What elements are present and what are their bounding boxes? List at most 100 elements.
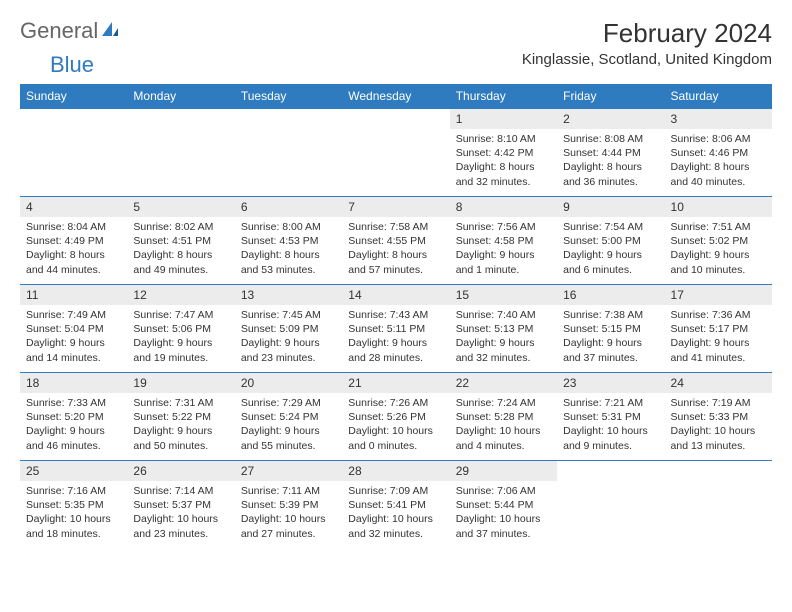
day-details: Sunrise: 7:26 AMSunset: 5:26 PMDaylight:… [342,393,449,457]
day-details: Sunrise: 7:36 AMSunset: 5:17 PMDaylight:… [665,305,772,369]
day-details: Sunrise: 7:56 AMSunset: 4:58 PMDaylight:… [450,217,557,281]
day-number: 15 [450,285,557,305]
day-details: Sunrise: 7:33 AMSunset: 5:20 PMDaylight:… [20,393,127,457]
month-title: February 2024 [522,18,772,49]
day-number: 29 [450,461,557,481]
day-number: 22 [450,373,557,393]
calendar-day-cell [342,109,449,197]
logo: General [20,18,121,44]
calendar-day-cell: 6Sunrise: 8:00 AMSunset: 4:53 PMDaylight… [235,197,342,285]
day-number: 17 [665,285,772,305]
day-details: Sunrise: 8:10 AMSunset: 4:42 PMDaylight:… [450,129,557,193]
calendar-week-row: 1Sunrise: 8:10 AMSunset: 4:42 PMDaylight… [20,109,772,197]
day-details: Sunrise: 7:09 AMSunset: 5:41 PMDaylight:… [342,481,449,545]
calendar-day-cell: 23Sunrise: 7:21 AMSunset: 5:31 PMDayligh… [557,373,664,461]
day-number: 20 [235,373,342,393]
day-details: Sunrise: 7:06 AMSunset: 5:44 PMDaylight:… [450,481,557,545]
calendar-day-cell: 27Sunrise: 7:11 AMSunset: 5:39 PMDayligh… [235,461,342,545]
day-details: Sunrise: 8:08 AMSunset: 4:44 PMDaylight:… [557,129,664,193]
day-number: 7 [342,197,449,217]
day-number: 10 [665,197,772,217]
day-number: 23 [557,373,664,393]
day-number: 13 [235,285,342,305]
calendar-day-cell: 20Sunrise: 7:29 AMSunset: 5:24 PMDayligh… [235,373,342,461]
calendar-day-cell: 19Sunrise: 7:31 AMSunset: 5:22 PMDayligh… [127,373,234,461]
day-details: Sunrise: 7:45 AMSunset: 5:09 PMDaylight:… [235,305,342,369]
logo-text-blue-wrap: Blue [50,52,792,78]
day-number: 11 [20,285,127,305]
day-details: Sunrise: 7:38 AMSunset: 5:15 PMDaylight:… [557,305,664,369]
day-header: Wednesday [342,84,449,109]
calendar-day-cell: 25Sunrise: 7:16 AMSunset: 5:35 PMDayligh… [20,461,127,545]
calendar-week-row: 4Sunrise: 8:04 AMSunset: 4:49 PMDaylight… [20,197,772,285]
day-number: 8 [450,197,557,217]
calendar-day-cell: 1Sunrise: 8:10 AMSunset: 4:42 PMDaylight… [450,109,557,197]
day-details: Sunrise: 7:29 AMSunset: 5:24 PMDaylight:… [235,393,342,457]
calendar-day-cell: 5Sunrise: 8:02 AMSunset: 4:51 PMDaylight… [127,197,234,285]
day-details: Sunrise: 8:04 AMSunset: 4:49 PMDaylight:… [20,217,127,281]
day-number: 12 [127,285,234,305]
calendar-day-cell: 12Sunrise: 7:47 AMSunset: 5:06 PMDayligh… [127,285,234,373]
day-number: 5 [127,197,234,217]
calendar-day-cell [127,109,234,197]
day-number: 14 [342,285,449,305]
calendar-day-cell: 22Sunrise: 7:24 AMSunset: 5:28 PMDayligh… [450,373,557,461]
calendar-day-cell: 10Sunrise: 7:51 AMSunset: 5:02 PMDayligh… [665,197,772,285]
calendar-day-cell: 17Sunrise: 7:36 AMSunset: 5:17 PMDayligh… [665,285,772,373]
calendar-day-cell: 15Sunrise: 7:40 AMSunset: 5:13 PMDayligh… [450,285,557,373]
calendar-header-row: SundayMondayTuesdayWednesdayThursdayFrid… [20,84,772,109]
calendar-day-cell [235,109,342,197]
day-details: Sunrise: 7:54 AMSunset: 5:00 PMDaylight:… [557,217,664,281]
calendar-day-cell [557,461,664,545]
calendar-day-cell: 9Sunrise: 7:54 AMSunset: 5:00 PMDaylight… [557,197,664,285]
calendar-day-cell: 3Sunrise: 8:06 AMSunset: 4:46 PMDaylight… [665,109,772,197]
calendar-day-cell: 24Sunrise: 7:19 AMSunset: 5:33 PMDayligh… [665,373,772,461]
day-number: 6 [235,197,342,217]
day-details: Sunrise: 7:49 AMSunset: 5:04 PMDaylight:… [20,305,127,369]
calendar-day-cell: 11Sunrise: 7:49 AMSunset: 5:04 PMDayligh… [20,285,127,373]
day-header: Thursday [450,84,557,109]
day-details: Sunrise: 7:14 AMSunset: 5:37 PMDaylight:… [127,481,234,545]
calendar-week-row: 25Sunrise: 7:16 AMSunset: 5:35 PMDayligh… [20,461,772,545]
day-header: Tuesday [235,84,342,109]
calendar-day-cell: 7Sunrise: 7:58 AMSunset: 4:55 PMDaylight… [342,197,449,285]
calendar-day-cell [20,109,127,197]
calendar-day-cell: 21Sunrise: 7:26 AMSunset: 5:26 PMDayligh… [342,373,449,461]
day-number: 25 [20,461,127,481]
day-details: Sunrise: 7:21 AMSunset: 5:31 PMDaylight:… [557,393,664,457]
calendar-day-cell: 13Sunrise: 7:45 AMSunset: 5:09 PMDayligh… [235,285,342,373]
calendar-body: 1Sunrise: 8:10 AMSunset: 4:42 PMDaylight… [20,109,772,545]
day-number: 19 [127,373,234,393]
day-number: 26 [127,461,234,481]
day-details: Sunrise: 7:43 AMSunset: 5:11 PMDaylight:… [342,305,449,369]
day-details: Sunrise: 8:06 AMSunset: 4:46 PMDaylight:… [665,129,772,193]
day-details: Sunrise: 7:31 AMSunset: 5:22 PMDaylight:… [127,393,234,457]
day-number: 9 [557,197,664,217]
calendar-week-row: 18Sunrise: 7:33 AMSunset: 5:20 PMDayligh… [20,373,772,461]
day-number: 3 [665,109,772,129]
day-number: 24 [665,373,772,393]
day-details: Sunrise: 8:00 AMSunset: 4:53 PMDaylight:… [235,217,342,281]
day-header: Friday [557,84,664,109]
day-header: Sunday [20,84,127,109]
calendar-day-cell: 29Sunrise: 7:06 AMSunset: 5:44 PMDayligh… [450,461,557,545]
day-details: Sunrise: 7:40 AMSunset: 5:13 PMDaylight:… [450,305,557,369]
calendar-day-cell: 28Sunrise: 7:09 AMSunset: 5:41 PMDayligh… [342,461,449,545]
calendar-table: SundayMondayTuesdayWednesdayThursdayFrid… [20,84,772,545]
logo-text-blue: Blue [50,52,94,77]
calendar-day-cell: 16Sunrise: 7:38 AMSunset: 5:15 PMDayligh… [557,285,664,373]
day-details: Sunrise: 7:19 AMSunset: 5:33 PMDaylight:… [665,393,772,457]
calendar-day-cell: 26Sunrise: 7:14 AMSunset: 5:37 PMDayligh… [127,461,234,545]
day-details: Sunrise: 8:02 AMSunset: 4:51 PMDaylight:… [127,217,234,281]
day-details: Sunrise: 7:11 AMSunset: 5:39 PMDaylight:… [235,481,342,545]
day-number: 27 [235,461,342,481]
day-details: Sunrise: 7:24 AMSunset: 5:28 PMDaylight:… [450,393,557,457]
day-header: Saturday [665,84,772,109]
calendar-day-cell: 4Sunrise: 8:04 AMSunset: 4:49 PMDaylight… [20,197,127,285]
day-number: 18 [20,373,127,393]
calendar-day-cell: 14Sunrise: 7:43 AMSunset: 5:11 PMDayligh… [342,285,449,373]
day-number: 1 [450,109,557,129]
day-details: Sunrise: 7:16 AMSunset: 5:35 PMDaylight:… [20,481,127,545]
day-number: 28 [342,461,449,481]
calendar-day-cell: 18Sunrise: 7:33 AMSunset: 5:20 PMDayligh… [20,373,127,461]
